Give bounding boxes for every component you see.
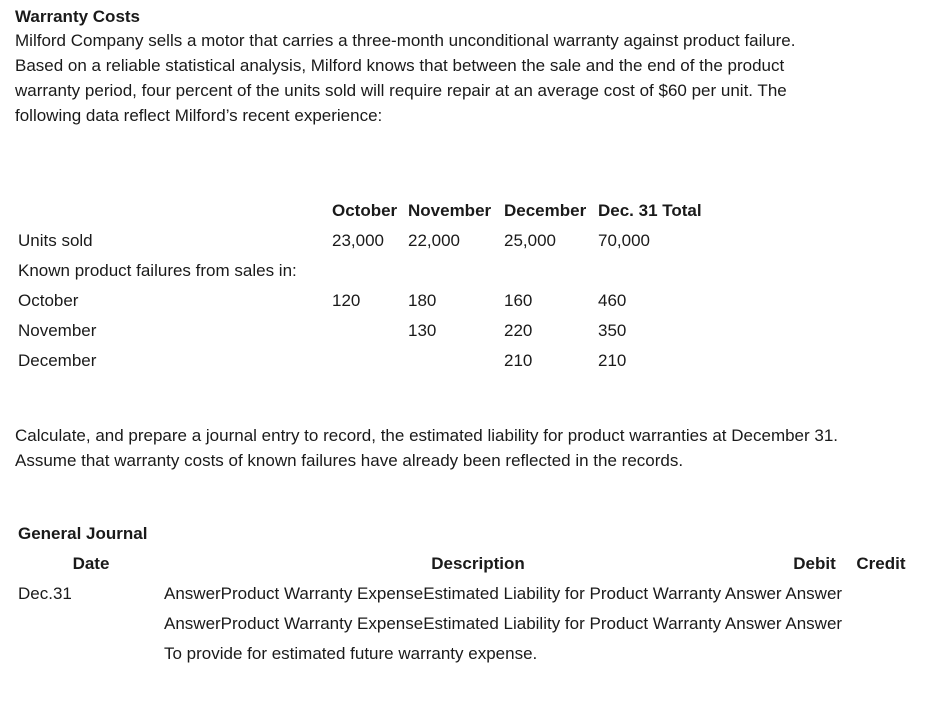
cell-october <box>332 316 408 346</box>
table-row: October 120 180 160 460 <box>18 286 728 316</box>
row-label: Units sold <box>18 231 93 250</box>
cell-total: 210 <box>598 351 627 370</box>
cell-october: 120 <box>332 291 361 310</box>
journal-row: AnswerProduct Warranty ExpenseEstimated … <box>18 609 914 639</box>
cell-october: 23,000 <box>332 231 384 250</box>
journal-row: Dec.31 AnswerProduct Warranty ExpenseEst… <box>18 579 914 609</box>
cell-total: 460 <box>598 291 627 310</box>
problem-title: Warranty Costs <box>15 7 141 26</box>
journal-table: Date Description Debit Credit Dec.31 Answe… <box>18 549 914 669</box>
row-label: Known product failures from sales in: <box>18 261 297 280</box>
cell-november <box>408 256 504 286</box>
cell-total: 70,000 <box>598 231 650 250</box>
table-row: November 130 220 350 <box>18 316 728 346</box>
table-row: December 210 210 <box>18 346 728 376</box>
cell-december: 160 <box>504 291 533 310</box>
instruction-line-2: Assume that warranty costs of known fail… <box>15 451 684 470</box>
problem-text-line-2: Based on a reliable statistical analysis… <box>15 56 785 75</box>
cell-november: 180 <box>408 291 437 310</box>
header-october: October <box>332 201 398 220</box>
cell-october <box>332 346 408 376</box>
row-label: November <box>18 321 97 340</box>
journal-entry-line-2[interactable]: AnswerProduct Warranty ExpenseEstimated … <box>164 614 843 633</box>
cell-total: 350 <box>598 321 627 340</box>
header-november: November <box>408 201 492 220</box>
cell-november: 130 <box>408 321 437 340</box>
header-date: Date <box>72 554 110 573</box>
journal-memo: To provide for estimated future warranty… <box>164 644 538 663</box>
cell-november: 22,000 <box>408 231 460 250</box>
cell-december <box>504 256 598 286</box>
cell-october <box>332 256 408 286</box>
row-label: October <box>18 291 79 310</box>
problem-text-line-3: warranty period, four percent of the uni… <box>15 81 787 100</box>
cell-december: 25,000 <box>504 231 556 250</box>
header-description-group: Description Debit Credit <box>164 549 914 579</box>
cell-november <box>408 346 504 376</box>
header-total: Dec. 31 Total <box>598 201 702 220</box>
journal-title: General Journal <box>18 524 148 543</box>
header-december: December <box>504 201 587 220</box>
journal-date: Dec.31 <box>18 584 72 603</box>
journal-date-blank <box>18 609 164 639</box>
table-row: Units sold 23,000 22,000 25,000 70,000 <box>18 226 728 256</box>
problem-intro: Warranty Costs Milford Company sells a m… <box>15 6 915 128</box>
table-row: Known product failures from sales in: <box>18 256 728 286</box>
journal-entry-line-1[interactable]: AnswerProduct Warranty ExpenseEstimated … <box>164 584 843 603</box>
problem-text-line-1: Milford Company sells a motor that carri… <box>15 31 796 50</box>
instruction-text: Calculate, and prepare a journal entry t… <box>15 423 940 473</box>
journal-date-blank <box>18 639 164 669</box>
journal-header-row: Date Description Debit Credit <box>18 549 914 579</box>
general-journal: General Journal Date Description Debit Cre… <box>18 519 918 669</box>
cell-december: 210 <box>504 351 533 370</box>
table-header-row: October November December Dec. 31 Total <box>18 196 728 226</box>
sales-data-table: October November December Dec. 31 Total … <box>18 196 728 376</box>
header-description: Description <box>431 554 525 573</box>
header-blank <box>18 196 332 226</box>
row-label: December <box>18 351 97 370</box>
cell-total <box>598 256 728 286</box>
journal-row: To provide for estimated future warranty… <box>18 639 914 669</box>
header-debit: Debit <box>793 554 836 573</box>
problem-text-line-4: following data reflect Milford’s recent … <box>15 106 383 125</box>
cell-december: 220 <box>504 321 533 340</box>
header-credit: Credit <box>856 554 906 573</box>
instruction-line-1: Calculate, and prepare a journal entry t… <box>15 426 839 445</box>
